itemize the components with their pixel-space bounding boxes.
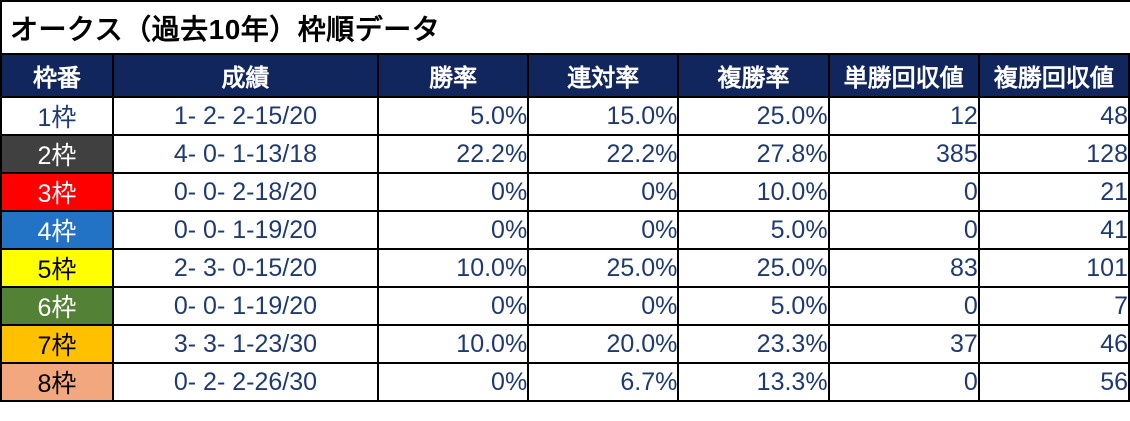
- table-row-waku5: 5枠 2- 3- 0-15/20 10.0% 25.0% 25.0% 83 10…: [0, 248, 1130, 288]
- header-seiseki: 成績: [111, 53, 380, 98]
- table-body: 1枠 1- 2- 2-15/20 5.0% 15.0% 25.0% 12 48 …: [0, 96, 1130, 402]
- tansho-return-cell: 37: [827, 324, 980, 364]
- waku-cell: 7枠: [0, 324, 114, 364]
- header-row: 枠番 成績 勝率 連対率 複勝率 単勝回収値 複勝回収値: [0, 53, 1130, 98]
- win-rate-cell: 5.0%: [376, 96, 530, 136]
- win-rate-cell: 0%: [376, 172, 530, 212]
- title-bar: オークス（過去10年）枠順データ: [0, 0, 1130, 53]
- waku-cell: 5枠: [0, 248, 114, 288]
- table-row-waku4: 4枠 0- 0- 1-19/20 0% 0% 5.0% 0 41: [0, 210, 1130, 250]
- fukusho-rate-cell: 27.8%: [677, 134, 830, 174]
- fukusho-rate-cell: 25.0%: [677, 96, 830, 136]
- tansho-return-cell: 0: [827, 286, 980, 326]
- table-header: 枠番 成績 勝率 連対率 複勝率 単勝回収値 複勝回収値: [0, 53, 1130, 98]
- table-row-waku8: 8枠 0- 2- 2-26/30 0% 6.7% 13.3% 0 56: [0, 362, 1130, 402]
- fukusho-rate-cell: 5.0%: [677, 210, 830, 250]
- page-title: オークス（過去10年）枠順データ: [10, 13, 441, 45]
- waku-cell: 6枠: [0, 286, 114, 326]
- tansho-return-cell: 0: [827, 362, 980, 402]
- fukusho-rate-cell: 10.0%: [677, 172, 830, 212]
- win-rate-cell: 0%: [376, 286, 530, 326]
- table-row-waku1: 1枠 1- 2- 2-15/20 5.0% 15.0% 25.0% 12 48: [0, 96, 1130, 136]
- fukusho-return-cell: 48: [977, 96, 1130, 136]
- fukusho-return-cell: 56: [977, 362, 1130, 402]
- header-waku: 枠番: [0, 53, 114, 98]
- seiseki-cell: 1- 2- 2-15/20: [111, 96, 380, 136]
- fukusho-return-cell: 46: [977, 324, 1130, 364]
- fukusho-return-cell: 7: [977, 286, 1130, 326]
- rentai-rate-cell: 0%: [527, 286, 680, 326]
- table-row-waku3: 3枠 0- 0- 2-18/20 0% 0% 10.0% 0 21: [0, 172, 1130, 212]
- tansho-return-cell: 12: [827, 96, 980, 136]
- waku-cell: 2枠: [0, 134, 114, 174]
- header-tansho-return: 単勝回収値: [827, 53, 980, 98]
- rentai-rate-cell: 25.0%: [527, 248, 680, 288]
- rentai-rate-cell: 22.2%: [527, 134, 680, 174]
- rentai-rate-cell: 0%: [527, 210, 680, 250]
- header-fukusho-return: 複勝回収値: [977, 53, 1130, 98]
- win-rate-cell: 0%: [376, 362, 530, 402]
- waku-cell: 8枠: [0, 362, 114, 402]
- seiseki-cell: 2- 3- 0-15/20: [111, 248, 380, 288]
- waku-cell: 3枠: [0, 172, 114, 212]
- fukusho-rate-cell: 5.0%: [677, 286, 830, 326]
- header-fukusho-rate: 複勝率: [677, 53, 830, 98]
- table-row-waku2: 2枠 4- 0- 1-13/18 22.2% 22.2% 27.8% 385 1…: [0, 134, 1130, 174]
- seiseki-cell: 3- 3- 1-23/30: [111, 324, 380, 364]
- table-row-waku7: 7枠 3- 3- 1-23/30 10.0% 20.0% 23.3% 37 46: [0, 324, 1130, 364]
- fukusho-rate-cell: 25.0%: [677, 248, 830, 288]
- waku-data-table: 枠番 成績 勝率 連対率 複勝率 単勝回収値 複勝回収値 1枠 1- 2- 2-…: [0, 53, 1130, 402]
- fukusho-rate-cell: 23.3%: [677, 324, 830, 364]
- win-rate-cell: 10.0%: [376, 248, 530, 288]
- fukusho-return-cell: 128: [977, 134, 1130, 174]
- seiseki-cell: 0- 0- 1-19/20: [111, 210, 380, 250]
- header-win-rate: 勝率: [376, 53, 530, 98]
- waku-cell: 1枠: [0, 96, 114, 136]
- header-rentai-rate: 連対率: [527, 53, 680, 98]
- seiseki-cell: 0- 0- 1-19/20: [111, 286, 380, 326]
- table-row-waku6: 6枠 0- 0- 1-19/20 0% 0% 5.0% 0 7: [0, 286, 1130, 326]
- tansho-return-cell: 0: [827, 172, 980, 212]
- rentai-rate-cell: 0%: [527, 172, 680, 212]
- rentai-rate-cell: 15.0%: [527, 96, 680, 136]
- waku-cell: 4枠: [0, 210, 114, 250]
- win-rate-cell: 22.2%: [376, 134, 530, 174]
- seiseki-cell: 0- 2- 2-26/30: [111, 362, 380, 402]
- seiseki-cell: 4- 0- 1-13/18: [111, 134, 380, 174]
- rentai-rate-cell: 20.0%: [527, 324, 680, 364]
- rentai-rate-cell: 6.7%: [527, 362, 680, 402]
- win-rate-cell: 0%: [376, 210, 530, 250]
- seiseki-cell: 0- 0- 2-18/20: [111, 172, 380, 212]
- fukusho-rate-cell: 13.3%: [677, 362, 830, 402]
- tansho-return-cell: 385: [827, 134, 980, 174]
- tansho-return-cell: 0: [827, 210, 980, 250]
- win-rate-cell: 10.0%: [376, 324, 530, 364]
- fukusho-return-cell: 41: [977, 210, 1130, 250]
- fukusho-return-cell: 21: [977, 172, 1130, 212]
- tansho-return-cell: 83: [827, 248, 980, 288]
- fukusho-return-cell: 101: [977, 248, 1130, 288]
